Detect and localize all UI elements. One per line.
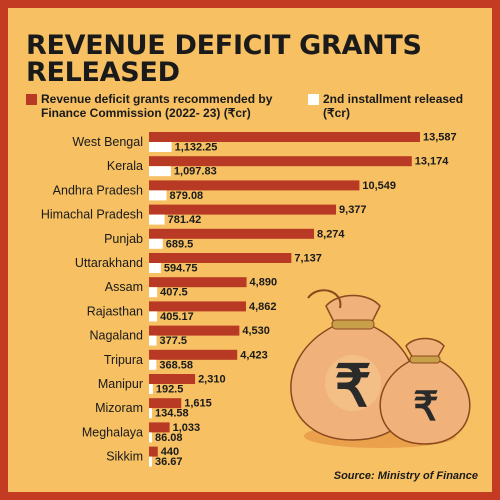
bar-installment [149,384,153,394]
category-label: Manipur [98,377,143,391]
category-label: Rajasthan [87,304,143,318]
bar-recommended [149,132,420,142]
bar-installment [149,166,171,177]
bar-recommended [149,398,182,409]
value-label-recommended: 4,862 [249,301,277,313]
category-label: Andhra Pradesh [53,183,143,197]
bar-installment [149,311,158,322]
bar-row-himachal-pradesh: Himachal Pradesh 9,377 781.42 [41,204,367,226]
bar-recommended [149,325,240,336]
value-label-installment: 1,132.25 [175,142,218,154]
bar-installment [149,263,161,273]
bar-recommended [149,156,412,167]
category-label: Meghalaya [82,425,143,439]
category-label: Punjab [104,232,143,246]
value-label-recommended: 4,423 [240,349,268,361]
value-label-installment: 134.58 [155,408,189,420]
value-label-installment: 192.5 [156,384,184,396]
category-label: Tripura [104,353,143,367]
bar-recommended [149,349,238,360]
bar-row-tripura: Tripura 4,423 368.58 [104,349,268,371]
value-label-installment: 368.58 [159,359,193,371]
chart-title: REVENUE DEFICIT GRANTS RELEASED [26,30,422,88]
value-label-recommended: 4,530 [242,325,270,337]
value-label-recommended: 440 [161,446,179,458]
bar-recommended [149,180,360,191]
category-label: Assam [105,280,143,294]
bar-chart: ₹ ₹ West Bengal 13,587 1,132.25 Kerala 13,17… [41,132,471,469]
value-label-recommended: 1,615 [184,398,212,410]
value-label-installment: 1,097.83 [174,166,217,178]
value-label-installment: 594.75 [164,263,198,275]
bar-installment [149,190,167,201]
category-label: Himachal Pradesh [41,208,143,222]
bar-row-kerala: Kerala 13,174 1,097.83 [107,156,449,178]
bar-row-nagaland: Nagaland 4,530 377.5 [89,325,269,347]
legend-swatch-recommended [26,94,37,105]
bar-row-manipur: Manipur 2,310 192.5 [98,374,226,396]
rupee-glyph-large: ₹ [335,354,372,419]
bar-recommended [149,204,337,215]
value-label-recommended: 13,174 [415,156,450,168]
value-label-installment: 36.67 [155,456,183,468]
legend-installment: 2nd installment released (₹cr) [308,92,478,120]
value-label-recommended: 10,549 [362,180,396,192]
value-label-installment: 86.08 [155,432,183,444]
rupee-glyph-small: ₹ [413,385,438,429]
bar-installment [149,238,163,249]
category-label: Mizoram [95,401,143,415]
bar-recommended [149,228,315,239]
legend-label-recommended: Revenue deficit grants recommended by Fi… [41,92,273,120]
category-label: Uttarakhand [75,256,143,270]
value-label-recommended: 4,890 [250,277,278,289]
legend-recommended: Revenue deficit grants recommended by Fi… [26,92,276,120]
bar-recommended [149,374,196,384]
value-label-installment: 405.17 [160,311,194,323]
category-label: Sikkim [106,450,143,464]
bar-installment [149,432,152,443]
bar-row-uttarakhand: Uttarakhand 7,137 594.75 [75,253,322,275]
bar-row-west-bengal: West Bengal 13,587 1,132.25 [72,132,456,154]
category-label: West Bengal [72,135,143,149]
infographic-frame: REVENUE DEFICIT GRANTS RELEASED Revenue … [8,8,492,492]
bar-row-rajasthan: Rajasthan 4,862 405.17 [87,301,277,323]
bar-row-punjab: Punjab 8,274 689.5 [104,228,345,250]
legend-swatch-installment [308,94,319,105]
value-label-installment: 781.42 [168,214,202,226]
bar-installment [149,408,152,419]
bar-recommended [149,253,292,263]
source-note: Source: Ministry of Finance [333,470,478,482]
category-label: Kerala [107,159,143,173]
money-bag-rupee-icon [379,337,471,445]
value-label-installment: 879.08 [170,190,204,202]
value-label-recommended: 2,310 [198,374,226,386]
bar-installment [149,456,152,467]
category-label: Nagaland [89,329,143,343]
value-label-recommended: 1,033 [173,422,201,434]
legend-label-installment: 2nd installment released (₹cr) [323,92,464,120]
bar-installment [149,142,172,152]
value-label-recommended: 9,377 [339,204,367,216]
value-label-installment: 689.5 [166,238,194,250]
bar-installment [149,335,157,346]
bar-recommended [149,446,158,457]
bar-row-andhra-pradesh: Andhra Pradesh 10,549 879.08 [53,180,396,202]
bar-installment [149,359,157,370]
value-label-installment: 377.5 [160,335,188,347]
bar-installment [149,214,165,225]
bars-group: West Bengal 13,587 1,132.25 Kerala 13,174 1,0… [41,132,457,469]
money-bags-illustration: ₹ ₹ [290,289,471,448]
value-label-recommended: 7,137 [294,253,322,265]
bar-row-assam: Assam 4,890 407.5 [105,277,277,299]
value-label-recommended: 8,274 [317,228,345,240]
bar-installment [149,287,158,298]
bar-recommended [149,277,247,288]
bar-recommended [149,301,246,312]
value-label-installment: 407.5 [160,287,188,299]
bar-recommended [149,422,170,433]
value-label-recommended: 13,587 [423,132,457,144]
